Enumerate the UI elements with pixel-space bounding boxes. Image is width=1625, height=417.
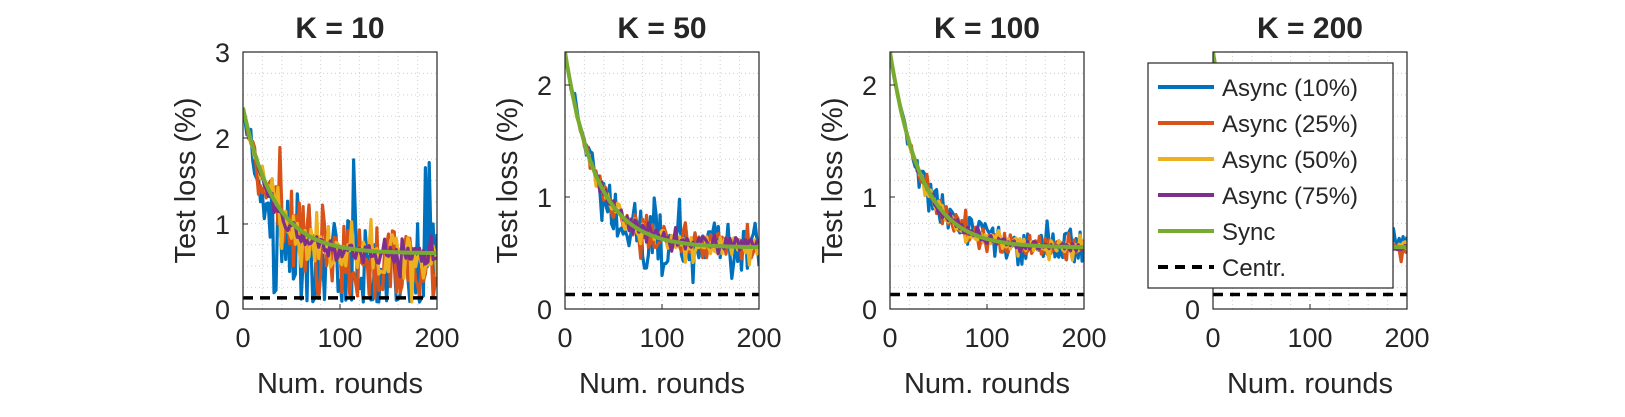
x-axis-label: Num. rounds xyxy=(1227,368,1393,400)
panel-title: K = 50 xyxy=(617,12,706,45)
y-tick-label: 0 xyxy=(215,295,230,325)
series-group xyxy=(890,52,1084,297)
y-tick-label: 1 xyxy=(215,210,230,240)
chart-panel-1: 0 100 200 0 1 2 3 K = 10 Num. rounds Test loss (%… xyxy=(170,12,460,400)
legend-label: Centr. xyxy=(1222,255,1286,282)
x-tick-label: 0 xyxy=(1205,323,1220,353)
y-tick-label: 1 xyxy=(537,183,552,213)
legend-label: Async (10%) xyxy=(1222,75,1358,102)
x-tick-label: 100 xyxy=(639,323,684,353)
x-axis-label: Num. rounds xyxy=(257,368,423,400)
panel-title: K = 100 xyxy=(934,12,1040,45)
legend-entry-centr: Centr. xyxy=(1158,255,1286,282)
chart-panel-3: 0 100 200 0 1 2 K = 100 Num. rounds Test loss (%… xyxy=(817,12,1107,400)
y-tick-label: 2 xyxy=(862,71,877,101)
y-axis-label: Test loss (%) xyxy=(817,98,849,264)
series-line-sync xyxy=(565,52,759,250)
panel-title: K = 10 xyxy=(295,12,384,45)
y-tick-label: 3 xyxy=(215,38,230,68)
x-tick-label: 0 xyxy=(882,323,897,353)
x-axis-label: Num. rounds xyxy=(579,368,745,400)
x-tick-label: 100 xyxy=(1287,323,1332,353)
series-group xyxy=(565,52,759,297)
y-tick-label: 0 xyxy=(862,295,877,325)
y-axis-label: Test loss (%) xyxy=(170,98,202,264)
series-group xyxy=(243,107,437,304)
x-tick-label: 100 xyxy=(317,323,362,353)
legend-label: Async (75%) xyxy=(1222,183,1358,210)
series-line-sync xyxy=(890,52,1084,250)
y-tick-label: 2 xyxy=(537,71,552,101)
legend: Async (10%) Async (25%) Async (50%) Async (… xyxy=(1147,62,1394,289)
y-axis-label: Test loss (%) xyxy=(492,98,524,264)
x-tick-label: 0 xyxy=(235,323,250,353)
x-tick-label: 200 xyxy=(1061,323,1106,353)
y-tick-label: 0 xyxy=(537,295,552,325)
legend-label: Sync xyxy=(1222,219,1275,246)
x-tick-label: 100 xyxy=(964,323,1009,353)
x-axis-label: Num. rounds xyxy=(904,368,1070,400)
legend-entry-async-25: Async (25%) xyxy=(1158,111,1358,138)
panel-title: K = 200 xyxy=(1257,12,1363,45)
x-tick-label: 0 xyxy=(557,323,572,353)
x-tick-label: 200 xyxy=(1384,323,1429,353)
legend-entry-async-50: Async (50%) xyxy=(1158,147,1358,174)
legend-label: Async (50%) xyxy=(1222,147,1358,174)
legend-entry-async-10: Async (10%) xyxy=(1158,75,1358,102)
x-tick-label: 200 xyxy=(414,323,459,353)
chart-panel-2: 0 100 200 0 1 2 K = 50 Num. rounds Test loss (%) xyxy=(492,12,782,400)
legend-label: Async (25%) xyxy=(1222,111,1358,138)
legend-entry-sync: Sync xyxy=(1158,219,1275,246)
y-tick-label: 2 xyxy=(215,124,230,154)
y-tick-label: 0 xyxy=(1185,295,1200,325)
series-line-sync xyxy=(243,107,437,255)
legend-box xyxy=(1147,62,1394,289)
x-tick-label: 200 xyxy=(736,323,781,353)
y-tick-label: 1 xyxy=(862,183,877,213)
legend-entry-async-75: Async (75%) xyxy=(1158,183,1358,210)
